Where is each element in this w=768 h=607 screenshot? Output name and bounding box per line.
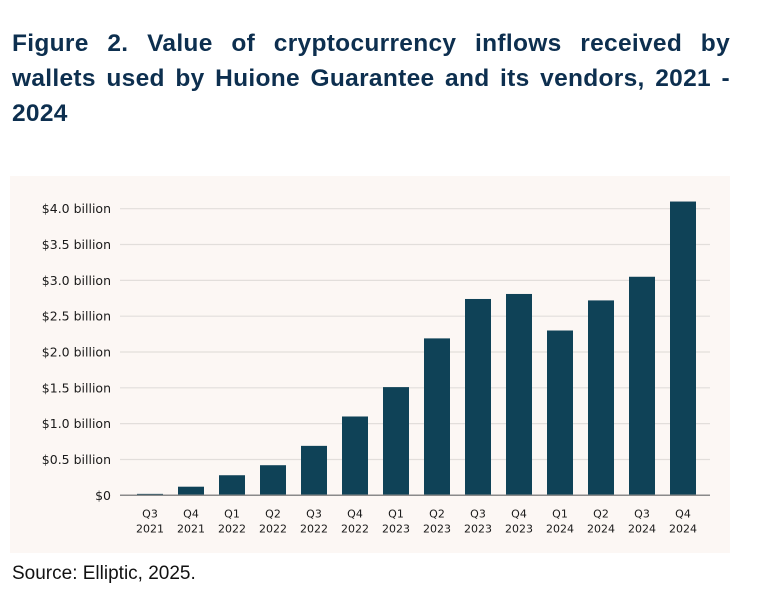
bar: [260, 465, 286, 496]
x-tick-label: Q4: [511, 507, 527, 520]
y-tick-label: $3.5 billion: [42, 237, 111, 252]
x-tick-label: Q1: [552, 507, 568, 520]
figure-title: Figure 2. Value of cryptocurrency inflow…: [12, 30, 730, 127]
x-tick-label: 2023: [505, 522, 533, 535]
x-tick-label: Q4: [347, 507, 363, 520]
bar: [547, 330, 573, 496]
bar: [588, 300, 614, 496]
y-tick-label: $4.0 billion: [42, 201, 111, 216]
bar: [301, 445, 327, 496]
bar: [629, 276, 655, 496]
bar: [424, 338, 450, 496]
x-tick-label: 2021: [136, 522, 164, 535]
bar: [178, 486, 204, 496]
bar-chart: $0 $0.5 billion $1.0 billion $1.5 billion $2…: [42, 201, 710, 535]
y-tick-label: $1.0 billion: [42, 416, 111, 431]
y-tick-label: $2.0 billion: [42, 345, 111, 360]
y-tick-label: $1.5 billion: [42, 380, 111, 395]
source-note: Source: Elliptic, 2025.: [12, 563, 196, 584]
bar: [465, 298, 491, 496]
y-tick-label: $0.5 billion: [42, 452, 111, 467]
bar: [670, 201, 696, 496]
x-tick-label: Q3: [142, 507, 158, 520]
x-tick-label: Q3: [306, 507, 322, 520]
x-tick-label: 2022: [341, 522, 369, 535]
x-tick-label: 2022: [259, 522, 287, 535]
x-tick-label: Q3: [470, 507, 486, 520]
x-tick-label: 2022: [218, 522, 246, 535]
x-tick-label: 2024: [628, 522, 656, 535]
x-tick-label: Q4: [183, 507, 199, 520]
x-tick-label: 2024: [669, 522, 697, 535]
bar: [506, 293, 532, 496]
x-tick-label: Q3: [634, 507, 650, 520]
x-tick-label: Q1: [224, 507, 240, 520]
x-tick-label: Q1: [388, 507, 404, 520]
bar: [219, 475, 245, 496]
bar: [342, 416, 368, 496]
x-tick-label: Q4: [675, 507, 691, 520]
x-tick-label: Q2: [593, 507, 609, 520]
x-tick-label: 2023: [464, 522, 492, 535]
x-tick-label: 2023: [423, 522, 451, 535]
x-tick-label: 2023: [382, 522, 410, 535]
bar: [383, 387, 409, 496]
chart-panel: $0 $0.5 billion $1.0 billion $1.5 billion $2…: [10, 176, 730, 553]
x-tick-label: 2024: [546, 522, 574, 535]
x-tick-label: Q2: [429, 507, 445, 520]
y-tick-label: $3.0 billion: [42, 273, 111, 288]
y-tick-label: $0: [95, 488, 111, 503]
x-tick-label: Q2: [265, 507, 281, 520]
y-tick-label: $2.5 billion: [42, 309, 111, 324]
x-tick-label: 2021: [177, 522, 205, 535]
x-tick-label: 2022: [300, 522, 328, 535]
x-tick-label: 2024: [587, 522, 615, 535]
